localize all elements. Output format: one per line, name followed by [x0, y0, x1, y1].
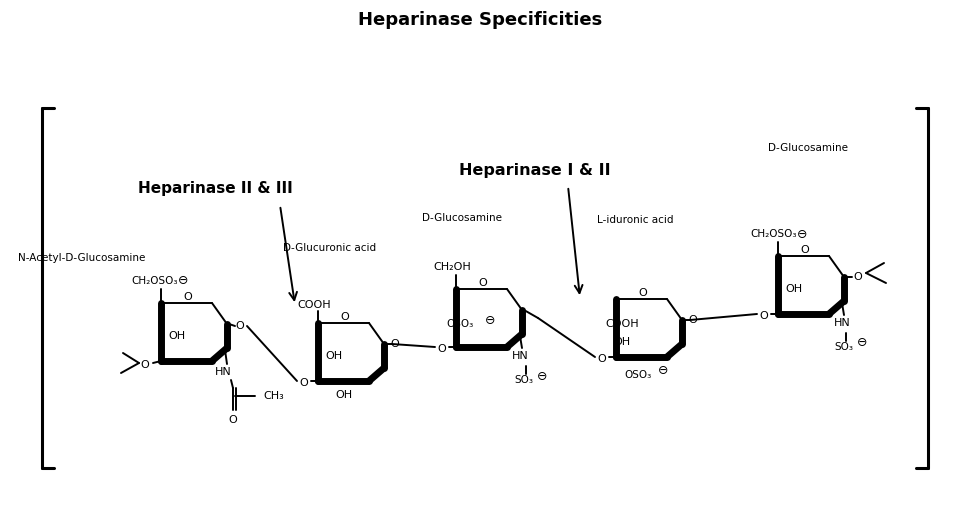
Text: O: O	[598, 354, 607, 364]
Text: ⊖: ⊖	[485, 313, 495, 326]
Text: Heparinase I & II: Heparinase I & II	[459, 163, 611, 177]
Text: O: O	[438, 344, 446, 354]
Text: Heparinase II & III: Heparinase II & III	[137, 180, 293, 196]
Text: D-Glucosamine: D-Glucosamine	[768, 143, 848, 153]
Text: SO₃: SO₃	[834, 342, 853, 352]
Text: CH₂OSO₃: CH₂OSO₃	[132, 276, 179, 286]
Text: HN: HN	[512, 351, 528, 361]
Text: O: O	[228, 415, 237, 425]
Text: CH₃: CH₃	[263, 391, 284, 401]
Text: O: O	[638, 288, 647, 298]
Text: O: O	[341, 312, 349, 322]
Text: O: O	[300, 378, 308, 388]
Text: O: O	[235, 321, 245, 331]
Text: CH₂OH: CH₂OH	[433, 262, 470, 272]
Text: COOH: COOH	[298, 300, 331, 310]
Text: OSO₃: OSO₃	[446, 319, 473, 329]
Text: OH: OH	[613, 337, 631, 347]
Text: ⊖: ⊖	[658, 363, 668, 377]
Text: ⊖: ⊖	[537, 370, 547, 382]
Text: D-Glucosamine: D-Glucosamine	[422, 213, 502, 223]
Text: O: O	[853, 272, 862, 282]
Text: O: O	[759, 311, 768, 321]
Text: O: O	[140, 360, 150, 370]
Text: OH: OH	[168, 331, 185, 341]
Text: O: O	[479, 278, 488, 288]
Text: COOH: COOH	[605, 319, 638, 329]
Text: O: O	[801, 245, 809, 255]
Text: O: O	[688, 315, 697, 325]
Text: N-Acetyl-D-Glucosamine: N-Acetyl-D-Glucosamine	[18, 253, 146, 263]
Text: HN: HN	[215, 367, 231, 377]
Text: SO₃: SO₃	[515, 375, 534, 385]
Text: OH: OH	[335, 390, 352, 400]
Text: O: O	[183, 292, 192, 302]
Text: ⊖: ⊖	[797, 228, 807, 241]
Text: D-Glucuronic acid: D-Glucuronic acid	[283, 243, 376, 253]
Text: OSO₃: OSO₃	[624, 370, 652, 380]
Text: OH: OH	[325, 351, 343, 361]
Text: L-iduronic acid: L-iduronic acid	[597, 215, 673, 225]
Text: ⊖: ⊖	[178, 275, 188, 288]
Text: Heparinase Specificities: Heparinase Specificities	[358, 11, 602, 29]
Text: ⊖: ⊖	[856, 336, 867, 349]
Text: CH₂OSO₃: CH₂OSO₃	[751, 229, 797, 239]
Text: HN: HN	[833, 318, 851, 328]
Text: O: O	[391, 339, 399, 349]
Text: OH: OH	[785, 284, 803, 294]
